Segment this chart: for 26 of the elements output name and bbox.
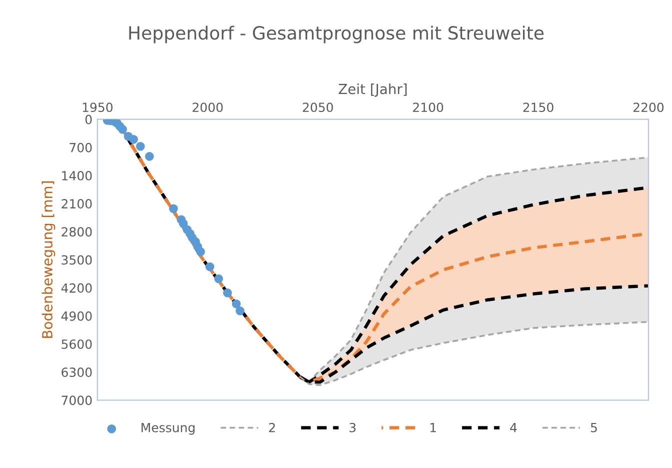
y-tick-label: 1400 bbox=[62, 170, 92, 180]
legend-label: 3 bbox=[350, 422, 356, 432]
legend-label: 2 bbox=[269, 422, 275, 432]
y-axis-title: Bodenbewegung [mm] bbox=[42, 181, 56, 338]
legend-label: 5 bbox=[590, 423, 597, 432]
x-tick-label: 1950 bbox=[82, 102, 113, 112]
y-tick-label: 3500 bbox=[62, 255, 92, 265]
y-tick-label: 2100 bbox=[62, 199, 92, 209]
y-tick-label: 6300 bbox=[62, 368, 92, 377]
x-tick-label: 2050 bbox=[302, 102, 333, 112]
y-tick-label: 4900 bbox=[61, 311, 92, 321]
x-tick-label: 2000 bbox=[192, 102, 223, 112]
legend-label: 4 bbox=[510, 423, 517, 432]
y-tick-label: 5600 bbox=[62, 339, 92, 349]
x-tick-label: 2150 bbox=[523, 102, 554, 112]
chart-title: Heppendorf - Gesamtprognose mit Streuweite bbox=[129, 26, 544, 44]
y-tick-label: 700 bbox=[70, 142, 92, 152]
y-tick-label: 2800 bbox=[62, 227, 92, 237]
x-axis-title: Zeit [Jahr] bbox=[338, 83, 407, 97]
x-tick-label: 2200 bbox=[633, 102, 664, 112]
y-tick-label: 7000 bbox=[62, 396, 92, 406]
legend-label: Messung bbox=[142, 423, 195, 435]
y-tick-label: 0 bbox=[85, 114, 92, 124]
x-tick-label: 2100 bbox=[413, 102, 444, 112]
legend-label: 1 bbox=[430, 423, 436, 432]
y-tick-label: 4200 bbox=[61, 283, 92, 293]
